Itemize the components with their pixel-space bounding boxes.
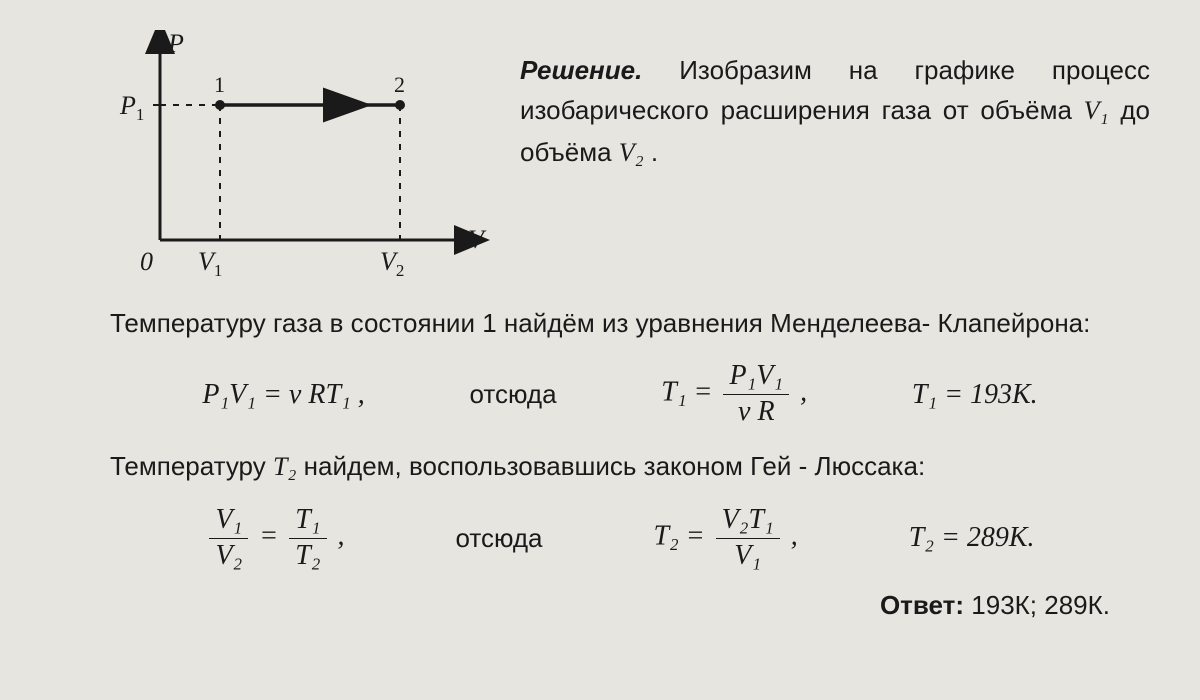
answer-line: Ответ: 193К; 289К. <box>50 590 1110 621</box>
eq1-lhs: P₁V₁ = ν RT₁ , <box>202 379 364 411</box>
equation-row-1: P₁V₁ = ν RT₁ , отсюда T₁ = P₁V₁ ν R , T₁… <box>150 361 1090 428</box>
top-row: P V 0 P1 V1 V2 1 2 Решение. Изобразим на… <box>50 20 1150 295</box>
solution-text-1c: . <box>644 137 658 167</box>
eq2-hence: отсюда <box>455 523 542 554</box>
point-2 <box>395 100 405 110</box>
x-axis-label: V <box>468 225 487 254</box>
v1-label: V1 <box>198 247 222 280</box>
eq1-t1-value: T₁ = 193К. <box>912 379 1038 411</box>
equation-row-2: V₁V₂ = T₁T₂ , отсюда T₂ = V₂T₁ V₁ , T₂ =… <box>150 505 1090 572</box>
sym-t2: T₂ <box>273 452 297 481</box>
line-3b: найдем, воспользовавшись законом Гей - Л… <box>296 451 925 481</box>
y-axis-label: P <box>167 30 184 58</box>
page: P V 0 P1 V1 V2 1 2 Решение. Изобразим на… <box>0 0 1200 700</box>
eq1-t1-expr: T₁ = P₁V₁ ν R , <box>661 361 807 428</box>
line-3: Температуру T₂ найдем, воспользовавшись … <box>50 446 1150 487</box>
point-1-label: 1 <box>214 72 225 97</box>
origin-label: 0 <box>140 247 153 276</box>
p1-label: P1 <box>119 91 144 124</box>
eq1-t1-frac: P₁V₁ ν R <box>723 361 789 428</box>
point-2-label: 2 <box>394 72 405 97</box>
eq2-t2-frac: V₂T₁ V₁ <box>716 505 780 572</box>
eq2-t2-value: T₂ = 289К. <box>909 522 1035 554</box>
pv-graph: P V 0 P1 V1 V2 1 2 <box>90 30 490 295</box>
point-1 <box>215 100 225 110</box>
answer-label: Ответ: <box>880 590 964 620</box>
answer-values: 193К; 289К. <box>964 590 1110 620</box>
sym-v2: V₂ <box>619 138 644 167</box>
line-2: Температуру газа в состоянии 1 найдём из… <box>50 303 1150 343</box>
eq1-hence: отсюда <box>469 379 556 410</box>
pv-graph-svg: P V 0 P1 V1 V2 1 2 <box>90 30 490 290</box>
solution-paragraph: Решение. Изобразим на графике процесс из… <box>520 50 1150 173</box>
solution-heading: Решение. <box>520 55 642 85</box>
line-2-text: Температуру газа в состоянии 1 найдём из… <box>110 308 1090 338</box>
line-3a: Температуру <box>110 451 273 481</box>
eq2-t2-expr: T₂ = V₂T₁ V₁ , <box>653 505 797 572</box>
v2-label: V2 <box>380 247 404 280</box>
eq2-lhs: V₁V₂ = T₁T₂ , <box>205 505 344 572</box>
sym-v1: V₁ <box>1084 96 1109 125</box>
